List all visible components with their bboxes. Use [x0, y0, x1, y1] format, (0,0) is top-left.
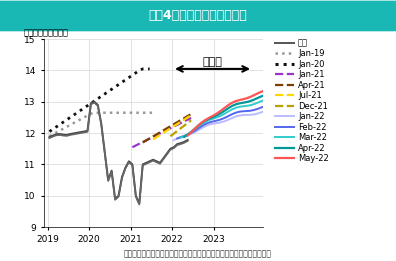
Text: 見通し: 見通し: [202, 57, 222, 67]
Text: （百万バレル／日）: （百万バレル／日）: [24, 28, 69, 37]
Text: 図表4：米国原油生産見通し: 図表4：米国原油生産見通し: [148, 9, 248, 22]
FancyBboxPatch shape: [0, 1, 396, 31]
Text: （出所：米国エネルギー情報局より住友商事グローバルリサーチ作成）: （出所：米国エネルギー情報局より住友商事グローバルリサーチ作成）: [124, 250, 272, 258]
Legend: 実績, Jan-19, Jan-20, Jan-21, Apr-21, Jul-21, Dec-21, Jan-22, Feb-22, Mar-22, Apr-: 実績, Jan-19, Jan-20, Jan-21, Apr-21, Jul-…: [272, 35, 332, 167]
